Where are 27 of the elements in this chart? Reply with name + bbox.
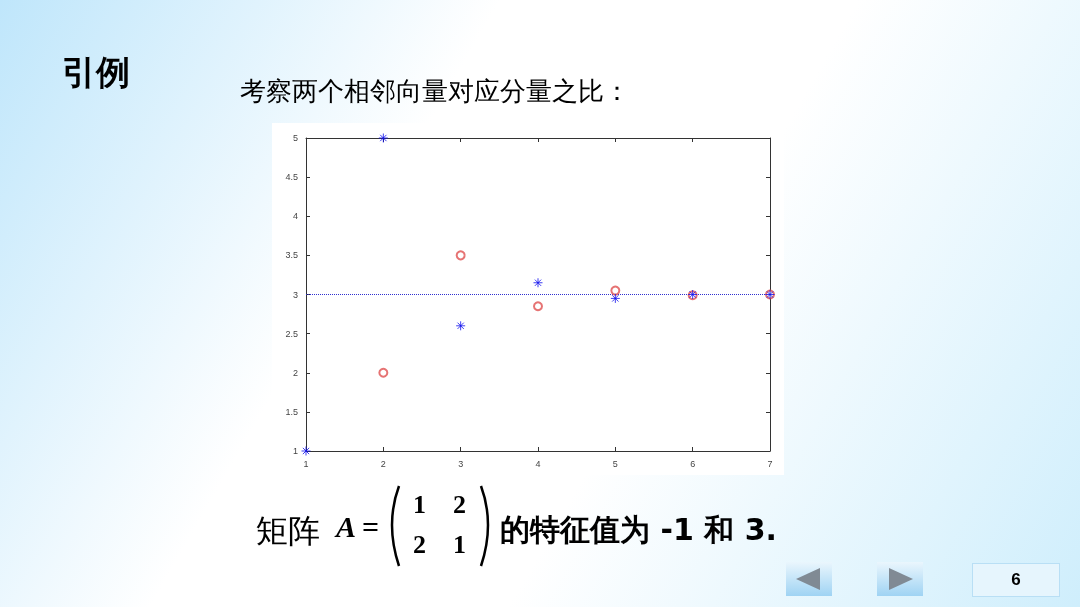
x-tick-label: 7 xyxy=(767,458,773,469)
text: 矩阵 xyxy=(256,511,320,552)
text: = xyxy=(362,510,380,544)
text: 2 xyxy=(413,530,426,560)
text: A xyxy=(336,510,357,544)
y-tick-label: 4.5 xyxy=(285,172,298,183)
y-tick-label: 2.5 xyxy=(285,328,298,339)
y-tick-label: 1.5 xyxy=(285,406,298,417)
text: 的特征值为 -1 和 3. xyxy=(500,511,777,549)
text: 6 xyxy=(972,563,1060,597)
y-tick-label: 1 xyxy=(292,446,298,456)
y-tick-label: 5 xyxy=(292,133,298,143)
x-tick-label: 3 xyxy=(458,458,464,469)
x-tick-label: 1 xyxy=(303,458,309,469)
text: 1 xyxy=(453,530,466,560)
y-tick-label: 4 xyxy=(292,211,298,222)
x-tick-label: 4 xyxy=(535,458,541,469)
x-tick-label: 2 xyxy=(380,458,386,469)
x-tick-label: 6 xyxy=(690,458,696,469)
text: 2 xyxy=(453,490,466,520)
y-tick-label: 3.5 xyxy=(285,250,298,261)
x-tick-label: 5 xyxy=(612,458,618,469)
y-tick-label: 2 xyxy=(292,367,298,378)
y-tick-label: 3 xyxy=(292,289,298,300)
text: 1 xyxy=(413,490,426,520)
text: 引例 xyxy=(62,51,130,94)
chart-title: 考察两个相邻向量对应分量之比： xyxy=(240,75,630,108)
